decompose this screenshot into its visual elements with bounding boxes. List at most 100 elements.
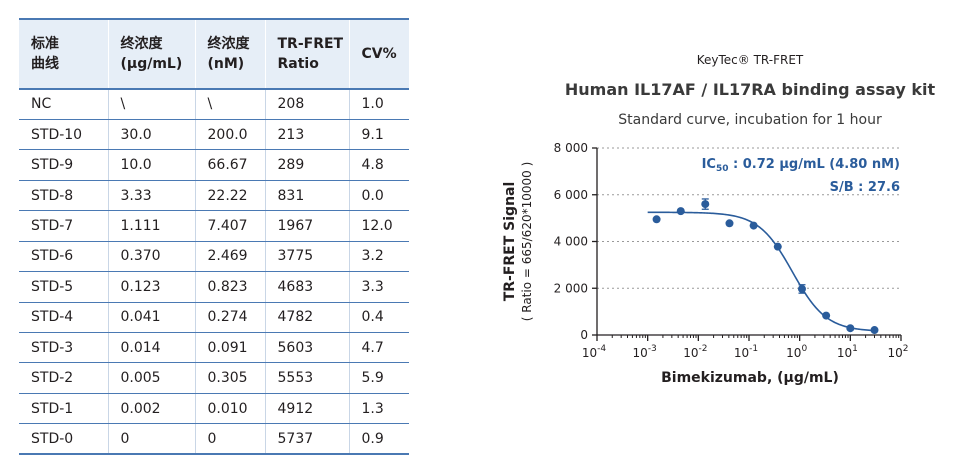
table-cell: 66.67: [194, 149, 265, 181]
y-tick-label: 8 000: [554, 141, 588, 155]
x-tick-base: 10: [683, 346, 698, 360]
table-cell: STD-0: [19, 423, 108, 456]
header-standard-curve: 标准 曲线: [19, 18, 108, 90]
table-cell: 0: [194, 423, 265, 456]
x-tick-label: 100: [786, 344, 807, 360]
table-cell: 200.0: [194, 119, 265, 151]
x-tick-base: 10: [633, 346, 648, 360]
table-row: STD-2 0.005 0.305 5553 5.9: [19, 362, 409, 394]
table-cell: 3.3: [348, 271, 409, 303]
table-cell: 22.22: [194, 180, 265, 212]
table-cell: 4912: [264, 393, 349, 425]
table-cell: 0.305: [194, 362, 265, 394]
table-cell: 0.4: [348, 302, 409, 334]
x-tick-base: 10: [837, 346, 852, 360]
table-row: STD-9 10.0 66.67 289 4.8: [19, 149, 409, 181]
table-cell: 2.469: [194, 241, 265, 273]
chart-title: Human IL17AF / IL17RA binding assay kit: [565, 80, 936, 99]
table-cell: STD-9: [19, 149, 108, 181]
header-line: 终浓度: [120, 36, 163, 52]
data-point: [701, 200, 710, 209]
table-cell: 0.005: [107, 362, 195, 394]
x-tick-exponent: 2: [903, 344, 909, 354]
sb-annotation: S/B : 27.6: [830, 180, 900, 195]
header-concentration-nm: 终浓度 (nM): [194, 18, 265, 90]
data-point: [749, 221, 758, 230]
table-cell: 5603: [264, 332, 349, 364]
table-cell: STD-4: [19, 302, 108, 334]
header-line: (nM): [207, 56, 245, 72]
x-tick-exponent: -2: [698, 344, 707, 354]
header-concentration-ugml: 终浓度 (μg/mL): [107, 18, 195, 90]
x-tick-base: 10: [786, 346, 801, 360]
data-point: [773, 242, 782, 251]
x-tick-exponent: -4: [597, 344, 606, 354]
table-header-row: 标准 曲线 终浓度 (μg/mL) 终浓度 (nM) TR-FRET Ratio…: [19, 18, 409, 90]
table-cell: 3775: [264, 241, 349, 273]
table-cell: 1967: [264, 210, 349, 242]
table-cell: STD-5: [19, 271, 108, 303]
table-cell: 0.091: [194, 332, 265, 364]
header-line: 曲线: [31, 56, 59, 72]
table-cell: NC: [19, 89, 108, 120]
table-row: STD-0 0 0 5737 0.9: [19, 423, 409, 456]
table-cell: 0.370: [107, 241, 195, 273]
table-cell: STD-7: [19, 210, 108, 242]
x-tick-base: 10: [734, 346, 749, 360]
table-cell: 9.1: [348, 119, 409, 151]
table-cell: 0.123: [107, 271, 195, 303]
table-cell: 289: [264, 149, 349, 181]
table-row: STD-10 30.0 200.0 213 9.1: [19, 119, 409, 151]
ic50-annotation: IC50 : 0.72 μg/mL (4.80 nM): [702, 157, 900, 174]
x-tick-exponent: 0: [801, 344, 807, 354]
table-cell: 5.9: [348, 362, 409, 394]
x-tick-exponent: -1: [749, 344, 758, 354]
x-tick-label: 10-2: [683, 344, 707, 360]
table-cell: 0.823: [194, 271, 265, 303]
table-cell: 30.0: [107, 119, 195, 151]
data-point: [822, 311, 831, 320]
y-tick-label: 6 000: [554, 188, 588, 202]
table-row: STD-5 0.123 0.823 4683 3.3: [19, 271, 409, 303]
table-cell: 7.407: [194, 210, 265, 242]
table-cell: 1.0: [348, 89, 409, 120]
table-cell: STD-2: [19, 362, 108, 394]
data-point: [652, 215, 661, 224]
x-tick-base: 10: [582, 346, 597, 360]
y-tick-label: 2 000: [554, 281, 588, 295]
data-point: [870, 326, 879, 335]
table-cell: 0.9: [348, 423, 409, 456]
table-cell: 3.2: [348, 241, 409, 273]
header-line: (μg/mL): [120, 56, 183, 72]
header-line: Ratio: [277, 56, 319, 72]
table-row: STD-3 0.014 0.091 5603 4.7: [19, 332, 409, 364]
x-tick-label: 10-4: [582, 344, 607, 360]
table-cell: \: [107, 89, 195, 120]
chart-subtitle: Standard curve, incubation for 1 hour: [618, 112, 882, 128]
chart-brand: KeyTec® TR-FRET: [697, 53, 804, 67]
table-cell: STD-6: [19, 241, 108, 273]
x-tick-base: 10: [887, 346, 902, 360]
table-cell: 10.0: [107, 149, 195, 181]
table-row: STD-1 0.002 0.010 4912 1.3: [19, 393, 409, 425]
data-point: [676, 207, 685, 216]
x-tick-label: 101: [837, 344, 858, 360]
table-cell: STD-8: [19, 180, 108, 212]
table-cell: \: [194, 89, 265, 120]
table-cell: 4782: [264, 302, 349, 334]
header-line: CV%: [361, 46, 397, 62]
x-axis-label: Bimekizumab, (μg/mL): [661, 370, 839, 386]
table-body: NC \ \ 208 1.0 STD-10 30.0 200.0 213 9.1 STD-9 10.0…: [19, 89, 409, 456]
table-cell: 4.8: [348, 149, 409, 181]
y-axis-label: TR-FRET Signal: [502, 182, 518, 302]
standard-curve-table: 标准 曲线 终浓度 (μg/mL) 终浓度 (nM) TR-FRET Ratio…: [19, 18, 409, 456]
table-cell: 831: [264, 180, 349, 212]
ic50-part: : 0.72 μg/mL (4.80 nM): [728, 157, 900, 172]
header-line: 终浓度: [207, 36, 250, 52]
table-cell: 0.041: [107, 302, 195, 334]
table-cell: 0.0: [348, 180, 409, 212]
table-cell: 4.7: [348, 332, 409, 364]
table-row: STD-4 0.041 0.274 4782 0.4: [19, 302, 409, 334]
table-row: NC \ \ 208 1.0: [19, 89, 409, 120]
table-cell: 213: [264, 119, 349, 151]
